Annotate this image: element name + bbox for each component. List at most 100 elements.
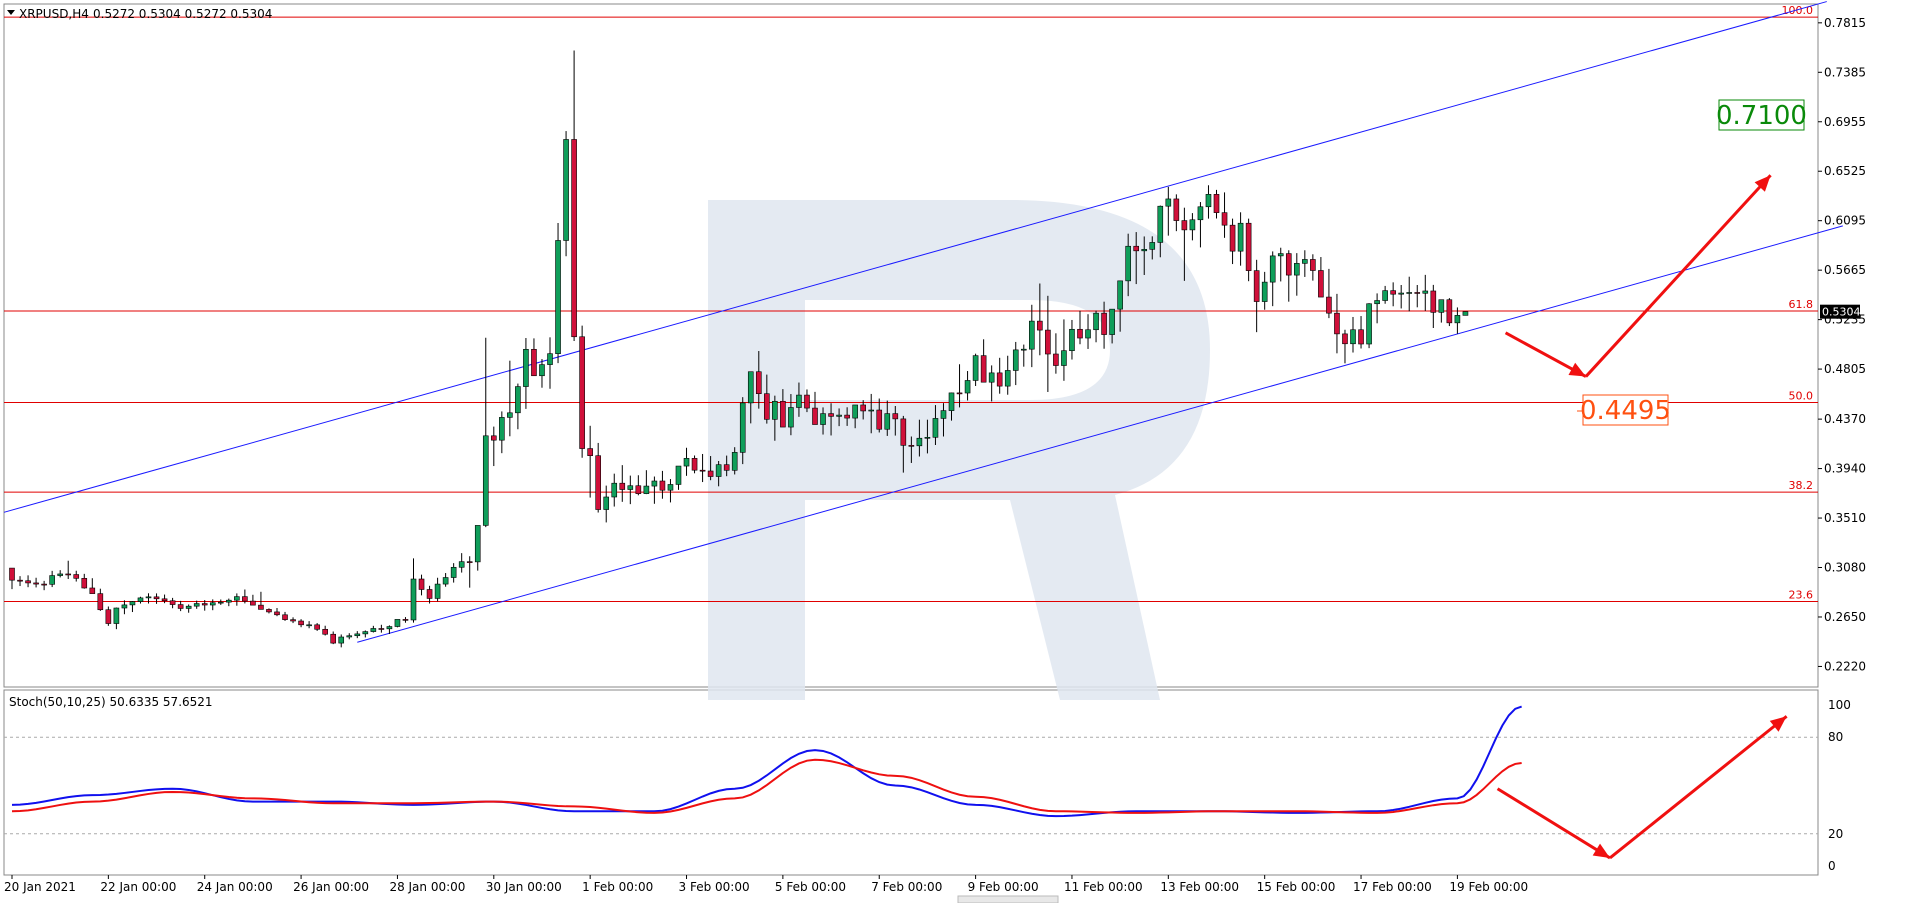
- candle-body: [1173, 198, 1180, 221]
- candle-body: [755, 371, 762, 394]
- candle-body: [330, 633, 337, 644]
- candle-body: [217, 601, 224, 604]
- candle-body: [780, 400, 786, 428]
- current-price-tag: 0.5304: [1820, 304, 1861, 319]
- candle-body: [474, 525, 481, 563]
- candle-body: [250, 600, 256, 606]
- candle-body: [466, 561, 473, 563]
- candle-body: [1326, 296, 1332, 314]
- stoch-tick-label: 100: [1828, 698, 1851, 712]
- candle-body: [258, 604, 264, 610]
- stoch-forecast-arrow-head-icon: [1769, 716, 1787, 732]
- candle-body: [1446, 299, 1453, 324]
- stochastic-label: Stoch(50,10,25) 50.6335 57.6521: [9, 695, 213, 709]
- time-tick-label: 30 Jan 00:00: [486, 880, 562, 894]
- candle-body: [659, 480, 666, 491]
- stoch-forecast-arrow-line: [1496, 787, 1611, 860]
- candle-body: [1037, 320, 1043, 331]
- candle-body: [201, 603, 208, 606]
- candle-body: [113, 607, 120, 624]
- candle-body: [739, 402, 746, 453]
- candle-body: [531, 348, 537, 377]
- candle-body: [547, 353, 553, 365]
- time-tick-label: 13 Feb 00:00: [1160, 880, 1239, 894]
- fib-label: 50.0: [1789, 389, 1814, 402]
- price-tick-label: 0.4370: [1824, 412, 1866, 426]
- candle-body: [539, 364, 545, 377]
- candle-body: [1221, 212, 1228, 226]
- candle-body: [1205, 194, 1212, 208]
- candle-body: [185, 605, 192, 609]
- candle-body: [804, 394, 810, 409]
- candle-body: [595, 455, 601, 510]
- candle-body: [1197, 206, 1204, 221]
- candle-body: [57, 573, 63, 576]
- fib-label: 38.2: [1789, 479, 1814, 492]
- candle-body: [378, 628, 385, 630]
- ohlc-values: 0.5272 0.5304 0.5272 0.5304: [93, 7, 272, 21]
- candle-body: [555, 240, 561, 354]
- time-tick-label: 5 Feb 00:00: [775, 880, 846, 894]
- candle-body: [282, 614, 288, 620]
- dropdown-triangle-icon[interactable]: [7, 10, 15, 15]
- candle-body: [1422, 290, 1429, 294]
- candle-body: [274, 611, 280, 616]
- candle-body: [788, 407, 794, 428]
- fib-label: 61.8: [1789, 298, 1814, 311]
- price-axis: 0.78150.73850.69550.65250.60950.56650.52…: [1818, 16, 1866, 673]
- target-box-lower[interactable]: 0.4495: [1580, 394, 1671, 426]
- candle-body: [916, 437, 923, 447]
- candle-body: [1020, 348, 1027, 351]
- time-tick-label: 15 Feb 00:00: [1257, 880, 1336, 894]
- forecast-arrow-head-icon: [1568, 362, 1586, 377]
- target-box-upper[interactable]: 0.7100: [1716, 99, 1807, 131]
- candle-body: [675, 465, 682, 485]
- candle-body: [1045, 329, 1051, 355]
- candle-body: [1133, 245, 1139, 252]
- candle-body: [97, 593, 104, 611]
- forecast-arrow-head-icon: [1754, 175, 1771, 192]
- candle-body: [394, 619, 401, 627]
- trend-channel[interactable]: [3, 1, 1843, 643]
- stochastic-axis: 100 80 20 0: [1828, 698, 1851, 873]
- price-tick-label: 0.7385: [1824, 65, 1866, 79]
- stochastic-panel[interactable]: [3, 689, 1819, 876]
- candle-body: [699, 469, 706, 472]
- candle-body: [828, 413, 834, 417]
- horizontal-scrollbar[interactable]: [957, 895, 1059, 903]
- candle-body: [129, 601, 136, 606]
- candle-body: [972, 355, 979, 381]
- candle-body: [226, 599, 232, 603]
- time-tick-label: 24 Jan 00:00: [197, 880, 273, 894]
- fib-label: 100.0: [1782, 4, 1814, 17]
- candle-body: [836, 414, 842, 417]
- time-tick-label: 17 Feb 00:00: [1353, 880, 1432, 894]
- candle-body: [1366, 303, 1372, 345]
- candle-body: [153, 596, 160, 600]
- time-tick-label: 11 Feb 00:00: [1064, 880, 1143, 894]
- price-tick-label: 0.2220: [1824, 659, 1866, 673]
- candle-body: [242, 596, 248, 602]
- candle-body: [193, 603, 200, 607]
- candle-body: [209, 602, 216, 606]
- price-tick-label: 0.6525: [1824, 164, 1866, 178]
- candle-body: [137, 597, 144, 602]
- candle-body: [1189, 219, 1196, 231]
- candle-body: [1310, 259, 1316, 271]
- stoch-forecast-arrow-head-icon: [1592, 843, 1610, 858]
- candle-body: [121, 604, 128, 609]
- candle-body: [306, 624, 312, 627]
- candle-body: [434, 583, 441, 599]
- price-tick-label: 0.7815: [1824, 16, 1866, 30]
- candle-body: [1229, 224, 1236, 252]
- candle-body: [1350, 329, 1356, 345]
- forecast-arrows[interactable]: [1504, 116, 1772, 378]
- price-panel[interactable]: [3, 3, 1819, 688]
- candle-body: [948, 392, 955, 411]
- candle-body: [322, 628, 328, 635]
- price-tick-label: 0.3940: [1824, 462, 1866, 476]
- candle-body: [169, 600, 176, 605]
- candle-body: [426, 589, 433, 599]
- candle-body: [868, 409, 875, 412]
